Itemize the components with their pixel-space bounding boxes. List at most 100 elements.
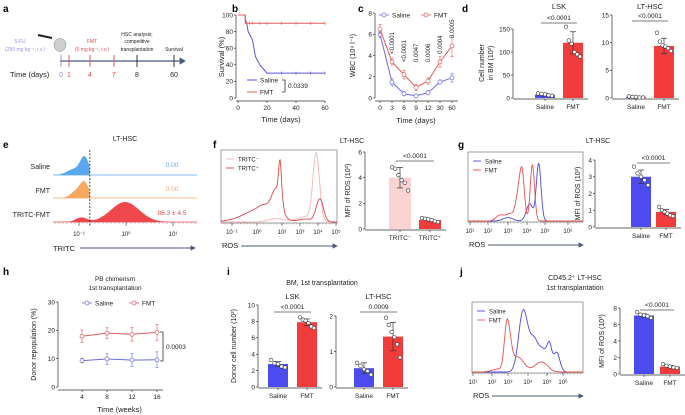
data-point [401, 91, 407, 97]
y-tick-label: 10 [248, 302, 256, 309]
legend-label: FMT [489, 318, 502, 324]
histogram-fmt [472, 317, 583, 373]
timeline-day-label: 4 [88, 72, 92, 79]
y-tick-label: 30 [48, 299, 56, 306]
x-tick-label: 10² [488, 380, 497, 386]
histogram-tritc [221, 152, 337, 223]
x-tick-label: FMT [657, 104, 670, 111]
data-point [389, 329, 394, 335]
y-tick-label: 20 [48, 328, 56, 335]
timeline-event-hsc: HSC analysis; [121, 32, 152, 38]
x-tick-label: FMT [663, 380, 676, 387]
x-tick-label: 10⁴ [522, 228, 532, 235]
x-tick-label: 60 [321, 105, 329, 112]
data-point [413, 85, 419, 90]
data-point [449, 75, 455, 81]
legend-label: FMT [485, 168, 498, 174]
legend-marker [84, 300, 90, 306]
y-tick-label: 2 [368, 74, 372, 81]
x-tick-label: Saline [635, 380, 653, 387]
pvalue-label: 0.0006 [426, 43, 432, 62]
y-tick-label: 50 [503, 72, 511, 79]
x-tick-label: 12 [128, 394, 136, 401]
chart-title: LT-HSC [113, 136, 137, 143]
data-point [435, 219, 441, 225]
syringe-icon [37, 34, 53, 39]
bar-0 [634, 315, 654, 374]
data-point [631, 164, 637, 169]
data-point [437, 79, 443, 85]
timeline-event-hsc: transplantation [121, 47, 154, 53]
x-tick-label: Saline [269, 393, 287, 400]
histogram-fill-saline [53, 156, 197, 175]
data-point [566, 38, 571, 43]
arrow-head-icon [332, 243, 338, 249]
series-line-saline [81, 358, 158, 362]
y-axis-label: MFI of ROS (10³) [599, 314, 606, 368]
panel-label-j: j [459, 267, 463, 278]
panel-label-c: c [358, 4, 364, 15]
pvalue-bracket [282, 79, 286, 93]
data-point [633, 94, 639, 99]
bar-0 [268, 364, 288, 387]
data-point [666, 46, 671, 51]
histogram-fill-tritc-fmt [53, 202, 197, 222]
y-tick-label: 20 [226, 79, 234, 86]
legend-label: FMT [434, 13, 447, 20]
data-point [393, 166, 398, 171]
x-tick-label: 30 [436, 105, 444, 112]
data-point [79, 333, 85, 339]
chart-title: LT-HSC [586, 138, 610, 145]
y-tick-label: 0 [613, 371, 617, 378]
panel-label-b: b [232, 4, 238, 15]
timeline-day-label: 0 [59, 72, 63, 79]
y-tick-label: 0 [358, 226, 362, 233]
chart-title: LSK [552, 2, 566, 11]
x-tick-label: 10² [278, 230, 287, 236]
data-point [154, 329, 160, 335]
chart-subtitle: 1st transplantation [546, 285, 603, 292]
x-tick-label: 9 [414, 105, 418, 112]
chart-group-title: BM, 1st transplantation [286, 280, 358, 287]
x-tick-label: 60 [448, 105, 456, 112]
x-tick-label: 10¹ [466, 229, 475, 235]
x-tick-label: 40 [292, 105, 300, 112]
legend-label: Saline [489, 309, 506, 315]
y-tick-label: 100 [499, 49, 510, 56]
data-point [569, 41, 574, 46]
x-tick-label: 4 [80, 394, 84, 401]
y-tick-label: 2 [329, 313, 333, 320]
x-tick-label: 10⁴ [313, 229, 323, 236]
y-tick-label: 8 [613, 305, 617, 312]
data-point [660, 362, 666, 367]
pvalue-label: <0.0001 [547, 15, 571, 22]
pvalue-label: 0.0339 [288, 83, 308, 90]
x-tick-label: 10³ [504, 380, 513, 386]
data-point [638, 312, 643, 317]
data-point [634, 310, 640, 315]
data-point [654, 30, 660, 35]
pvalue-label: 0.0009 [369, 304, 389, 311]
data-point [563, 24, 569, 29]
data-point [129, 331, 135, 337]
y-tick-label: 6 [613, 322, 617, 329]
x-tick-label: 10⁵ [542, 379, 552, 386]
data-point [377, 26, 383, 32]
x-tick-label: TRITC⁻ [389, 235, 412, 242]
timeline-drug2: FMT [87, 39, 97, 45]
histogram-tritc [220, 159, 337, 223]
y-tick-label: 0 [229, 95, 233, 102]
panel-label-e: e [3, 140, 9, 151]
data-point [539, 91, 544, 96]
survival-curve-fmt [238, 14, 325, 24]
data-point [395, 342, 400, 347]
data-point [656, 204, 662, 209]
data-point [577, 54, 583, 59]
data-point [630, 94, 635, 99]
data-point [354, 360, 360, 365]
y-axis-label: MFI of ROS (10³) [575, 167, 582, 221]
data-point [425, 90, 431, 96]
bar-1 [654, 45, 674, 98]
data-point [282, 365, 288, 370]
data-point [549, 93, 555, 98]
